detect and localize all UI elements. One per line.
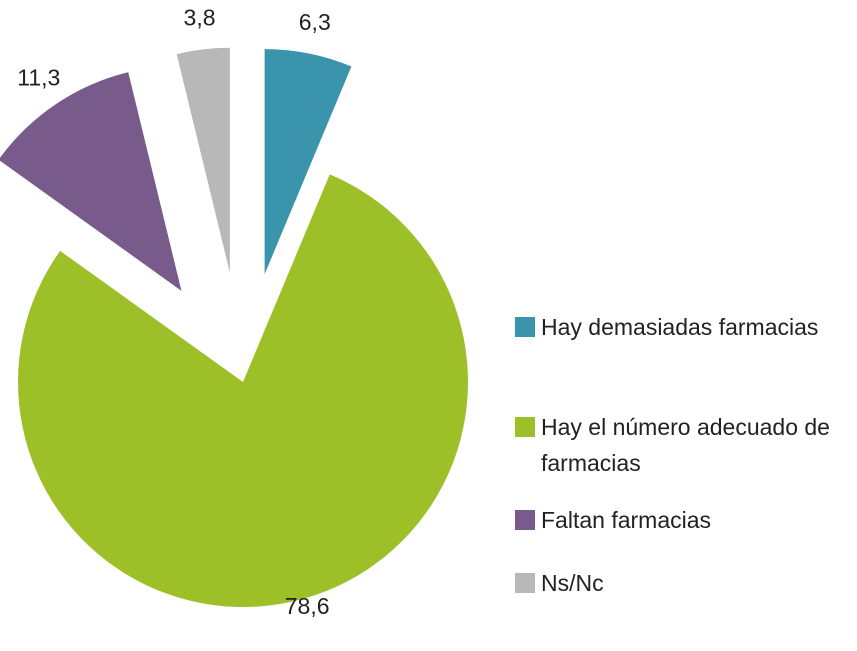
- pie-slice: [176, 47, 230, 273]
- data-label: 6,3: [299, 9, 331, 35]
- data-label: 78,6: [285, 593, 330, 619]
- legend-label: Hay el número adecuado de farmacias: [541, 414, 830, 476]
- legend-label: Hay demasiadas farmacias: [541, 314, 819, 340]
- legend-swatch: [515, 417, 535, 437]
- legend-swatch: [515, 317, 535, 337]
- legend-entry: Hay demasiadas farmacias: [515, 309, 835, 345]
- legend-label: Ns/Nc: [541, 570, 604, 596]
- pie-slice: [18, 174, 468, 607]
- legend-swatch: [515, 573, 535, 593]
- legend-entry: Ns/Nc: [515, 565, 835, 601]
- pie-slice: [0, 72, 182, 291]
- data-label: 11,3: [17, 65, 60, 91]
- legend-entry: Hay el número adecuado de farmacias: [515, 409, 835, 481]
- legend-entry: Faltan farmacias: [515, 502, 835, 538]
- legend-label: Faltan farmacias: [541, 507, 712, 533]
- pie-slice: [264, 49, 352, 275]
- data-label: 3,8: [184, 5, 216, 31]
- legend-swatch: [515, 510, 535, 530]
